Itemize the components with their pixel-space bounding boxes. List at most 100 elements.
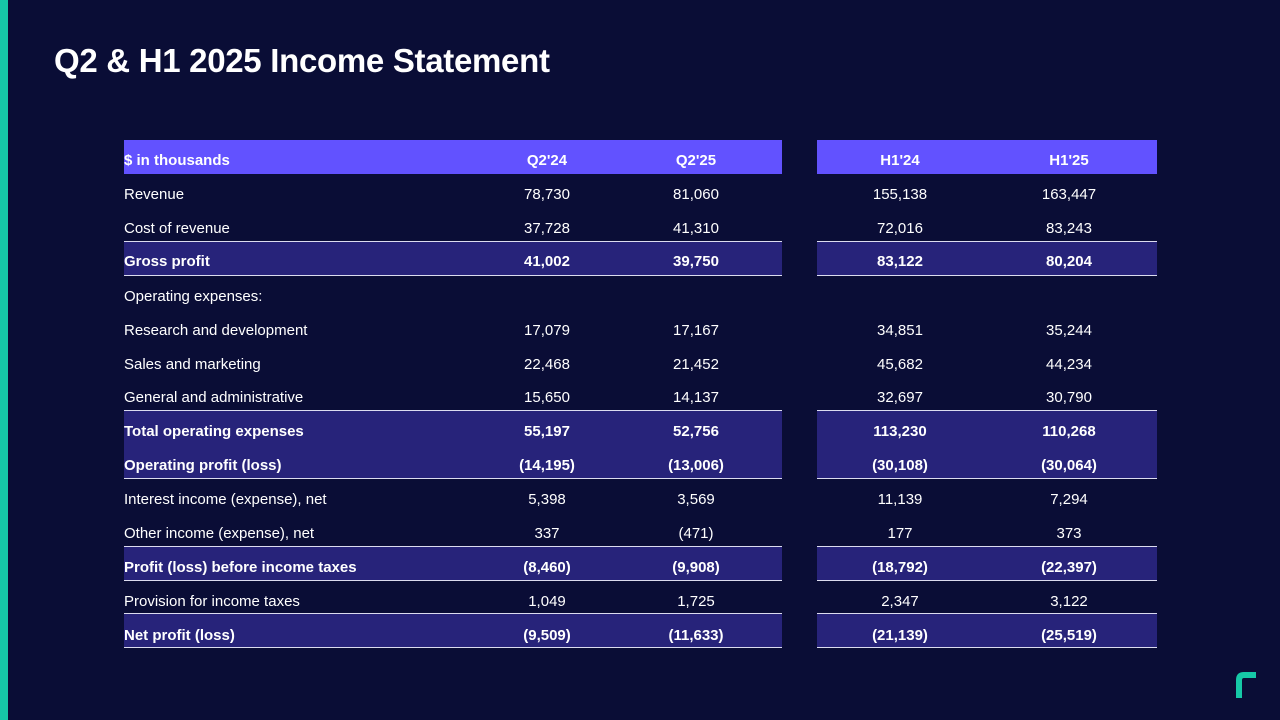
row-revenue: Revenue 78,730 81,060 155,138 163,447 — [0, 178, 1280, 212]
row-general-and-administrative: General and administrative 15,650 14,137… — [0, 381, 1280, 415]
net-profit-band-quarter — [124, 614, 782, 648]
rule-line — [124, 241, 782, 242]
header-q2-25: Q2'25 — [675, 152, 717, 169]
cell-q2-25: 17,167 — [673, 322, 719, 339]
table-header-row: $ in thousands Q2'24 Q2'25 H1'24 H1'25 — [0, 144, 1280, 178]
rule-line — [817, 241, 1157, 242]
cell-h1-25: 80,204 — [1046, 253, 1092, 270]
cell-q2-24: 78,730 — [524, 186, 570, 203]
cell-q2-25: 1,725 — [677, 593, 715, 610]
cell-h1-25: 373 — [1056, 525, 1082, 542]
cell-q2-24 — [477, 280, 617, 314]
row-operating-expenses-heading: Operating expenses: — [0, 280, 1280, 314]
cell-q2-25: 3,569 — [677, 491, 715, 508]
page-title: Q2 & H1 2025 Income Statement — [54, 42, 550, 79]
accent-bar — [0, 0, 8, 720]
row-label: Research and development — [124, 322, 308, 339]
cell-q2-24: 5,398 — [528, 491, 566, 508]
row-label: Interest income (expense), net — [124, 491, 327, 508]
rule-line — [817, 410, 1157, 411]
cell-q2-24: 37,728 — [524, 220, 570, 237]
rule-line — [124, 647, 782, 648]
rule-line — [124, 613, 782, 614]
row-label: Net profit (loss) — [124, 627, 235, 644]
opex-band-half-year — [817, 411, 1157, 479]
cell-h1-25: 83,243 — [1046, 220, 1092, 237]
cell-q2-25: 81,060 — [673, 186, 719, 203]
row-label: Cost of revenue — [124, 220, 230, 237]
cell-h1-24 — [830, 280, 970, 314]
cell-q2-25: (471) — [678, 525, 714, 542]
rule-line — [124, 580, 782, 581]
header-q2-24: Q2'24 — [526, 152, 568, 169]
cell-q2-25: (9,908) — [672, 559, 720, 576]
cell-h1-24: (18,792) — [872, 559, 928, 576]
gross-profit-band-half-year — [817, 242, 1157, 276]
cell-h1-24: 2,347 — [881, 593, 919, 610]
cell-q2-24: 41,002 — [524, 253, 570, 270]
cell-q2-25: (13,006) — [668, 457, 724, 474]
cell-h1-25: 44,234 — [1046, 356, 1092, 373]
table-header-bg-half-year — [817, 140, 1157, 174]
row-profit-before-taxes: Profit (loss) before income taxes (8,460… — [0, 551, 1280, 585]
cell-q2-24: 1,049 — [528, 593, 566, 610]
row-label: Gross profit — [124, 253, 210, 270]
cell-h1-24: 32,697 — [877, 389, 923, 406]
cell-q2-24: 17,079 — [524, 322, 570, 339]
row-research-and-development: Research and development 17,079 17,167 3… — [0, 314, 1280, 348]
row-label: Operating expenses: — [124, 288, 263, 305]
cell-q2-25: (11,633) — [668, 627, 724, 644]
row-total-operating-expenses: Total operating expenses 55,197 52,756 1… — [0, 415, 1280, 449]
cell-h1-25: 3,122 — [1050, 593, 1088, 610]
pretax-band-half-year — [817, 547, 1157, 581]
rule-line — [817, 647, 1157, 648]
row-label: Provision for income taxes — [124, 593, 300, 610]
cell-q2-24: 337 — [534, 525, 560, 542]
cell-q2-24: (9,509) — [523, 627, 571, 644]
cell-h1-25: (30,064) — [1041, 457, 1097, 474]
cell-q2-25: 39,750 — [673, 253, 719, 270]
rule-line — [817, 546, 1157, 547]
pretax-band-quarter — [124, 547, 782, 581]
table-header-bg-quarter — [124, 140, 782, 174]
cell-q2-24: (14,195) — [519, 457, 575, 474]
cell-h1-24: (21,139) — [872, 627, 928, 644]
cell-h1-24: 72,016 — [877, 220, 923, 237]
header-units-label: $ in thousands — [124, 152, 230, 169]
cell-h1-25 — [999, 280, 1139, 314]
cell-h1-24: 11,139 — [877, 491, 923, 508]
cell-q2-25: 14,137 — [673, 389, 719, 406]
header-h1-25: H1'25 — [1049, 152, 1089, 169]
cell-h1-24: 83,122 — [877, 253, 923, 270]
gross-profit-band-quarter — [124, 242, 782, 276]
cell-h1-25: 7,294 — [1050, 491, 1088, 508]
row-label: Sales and marketing — [124, 356, 261, 373]
row-label: Other income (expense), net — [124, 525, 315, 542]
row-cost-of-revenue: Cost of revenue 37,728 41,310 72,016 83,… — [0, 212, 1280, 246]
row-label: Operating profit (loss) — [124, 457, 282, 474]
company-logo-icon — [1236, 672, 1256, 698]
header-h1-24: H1'24 — [880, 152, 920, 169]
opex-band-quarter — [124, 411, 782, 479]
cell-q2-25 — [626, 280, 766, 314]
row-operating-profit: Operating profit (loss) (14,195) (13,006… — [0, 449, 1280, 483]
cell-h1-25: (22,397) — [1041, 559, 1097, 576]
cell-h1-25: 30,790 — [1046, 389, 1092, 406]
cell-q2-25: 52,756 — [673, 423, 719, 440]
cell-h1-24: (30,108) — [872, 457, 928, 474]
cell-h1-24: 113,230 — [873, 423, 927, 440]
cell-h1-24: 34,851 — [877, 322, 923, 339]
cell-q2-24: 55,197 — [524, 423, 570, 440]
row-other-income: Other income (expense), net 337 (471) 17… — [0, 517, 1280, 551]
rule-line — [124, 546, 782, 547]
rule-line — [817, 478, 1157, 479]
cell-h1-24: 177 — [887, 525, 913, 542]
row-label: Profit (loss) before income taxes — [124, 559, 357, 576]
cell-h1-25: (25,519) — [1041, 627, 1097, 644]
cell-q2-25: 21,452 — [673, 356, 719, 373]
row-provision-for-taxes: Provision for income taxes 1,049 1,725 2… — [0, 585, 1280, 619]
cell-q2-24: 22,468 — [524, 356, 570, 373]
net-profit-band-half-year — [817, 614, 1157, 648]
cell-q2-24: (8,460) — [523, 559, 571, 576]
row-sales-and-marketing: Sales and marketing 22,468 21,452 45,682… — [0, 348, 1280, 382]
